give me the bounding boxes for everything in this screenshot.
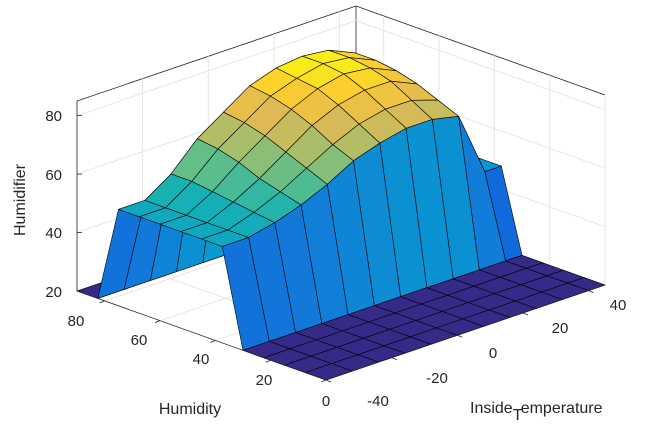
y-axis-title-suffix: emperature [521, 400, 603, 417]
humidity-tick-mark [265, 359, 271, 363]
x-tick-label: 60 [131, 332, 148, 349]
x-tick-label: 20 [256, 372, 273, 389]
x-tick-label: 80 [68, 313, 85, 330]
z-axis-title: Humidifier [12, 163, 29, 236]
grid-line [355, 20, 606, 111]
temperature-axis-line [325, 284, 606, 381]
humidity-tick-mark [210, 340, 216, 343]
z-tick-label: 20 [45, 284, 62, 301]
y-axis-title-prefix: Inside [470, 400, 513, 417]
y-tick-label: 20 [552, 320, 569, 337]
axis-edge [76, 5, 357, 102]
temperature-tick-mark [325, 379, 332, 383]
z-tick-label: 80 [45, 108, 62, 125]
y-tick-label: -40 [367, 393, 389, 410]
z-tick-label: 60 [45, 167, 62, 184]
humidifier-axis-ticks: 20 40 60 80 [45, 108, 62, 301]
y-axis-title: InsideTemperature [470, 400, 603, 424]
temperature-tick-mark [457, 334, 463, 338]
y-tick-label: 40 [610, 297, 627, 314]
humidity-tick-mark [320, 379, 327, 383]
humidity-tick-mark [99, 300, 105, 304]
temperature-tick-mark [522, 312, 529, 316]
x-tick-label: 40 [193, 351, 210, 368]
y-tick-label: 0 [489, 345, 497, 362]
x-tick-label: 0 [322, 393, 330, 410]
humidity-axis-ticks: 0 20 40 60 80 [68, 313, 331, 410]
y-axis-title-subscript: T [513, 407, 523, 424]
humidity-tick-mark [154, 320, 161, 324]
humidity-axis-line [76, 290, 327, 381]
surface-mesh [76, 49, 606, 381]
axis-edge [355, 5, 606, 96]
grid-line [76, 20, 357, 117]
temperature-tick-mark [588, 290, 594, 293]
y-tick-label: -20 [426, 370, 448, 387]
z-tick-label: 40 [45, 225, 62, 242]
x-axis-title: Humidity [159, 401, 221, 418]
temperature-axis-ticks: -40 -20 0 20 40 [367, 297, 626, 410]
temperature-tick-mark [391, 357, 397, 361]
axes-box-front [76, 101, 606, 383]
